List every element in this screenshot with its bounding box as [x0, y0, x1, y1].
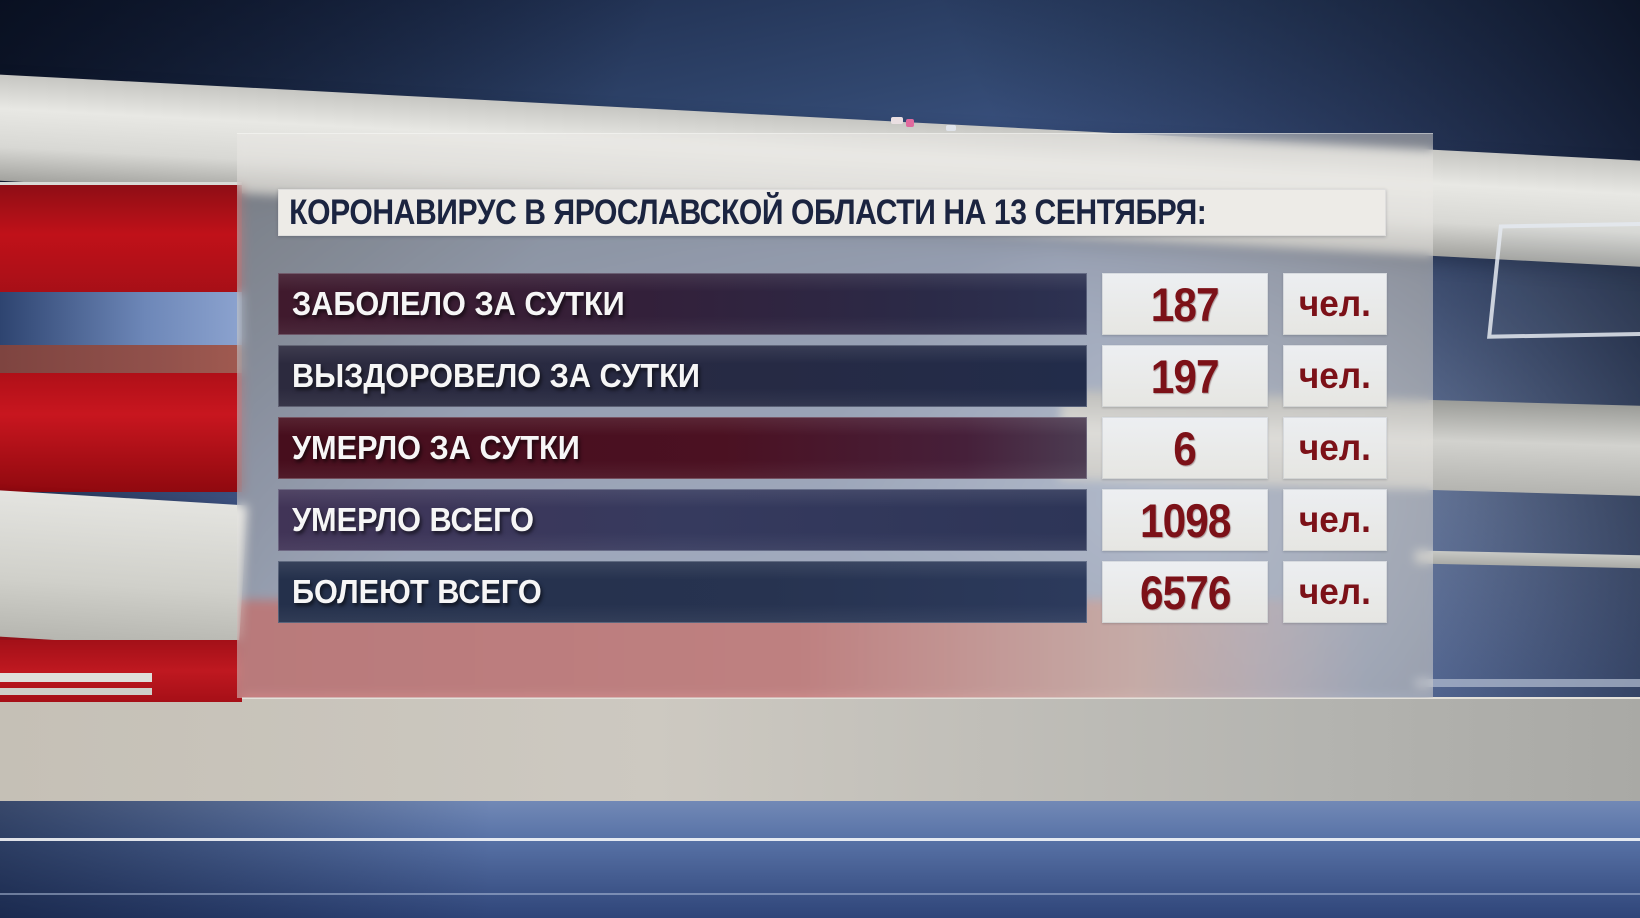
row-unit: чел. — [1298, 283, 1372, 324]
panel-title: КОРОНАВИРУС В ЯРОСЛАВСКОЙ ОБЛАСТИ НА 13 … — [289, 192, 1207, 232]
bg-faint-line — [0, 893, 1640, 895]
row-value-box: 1098 — [1102, 489, 1268, 551]
bg-blue-slab — [0, 292, 242, 345]
row-value: 197 — [1151, 349, 1220, 403]
table-row: БОЛЕЮТ ВСЕГО 6576 чел. — [0, 561, 1640, 623]
row-unit-box: чел. — [1283, 417, 1387, 479]
bg-beige-band — [0, 697, 1640, 803]
row-label-bar: УМЕРЛО ЗА СУТКИ — [278, 417, 1087, 479]
row-label: УМЕРЛО ВСЕГО — [291, 501, 535, 538]
bg-blue-band-bottom — [0, 801, 1640, 918]
row-label-bar: ЗАБОЛЕЛО ЗА СУТКИ — [278, 273, 1087, 335]
row-value: 6576 — [1139, 565, 1231, 619]
row-unit-box: чел. — [1283, 273, 1387, 335]
bg-white-strip — [0, 688, 152, 695]
row-unit: чел. — [1298, 427, 1372, 468]
row-unit-box: чел. — [1283, 345, 1387, 407]
row-value: 1098 — [1139, 493, 1231, 547]
row-value: 6 — [1173, 421, 1198, 475]
bg-speck — [906, 119, 914, 127]
bg-white-strip — [0, 673, 152, 682]
row-value: 187 — [1151, 277, 1220, 331]
table-row: УМЕРЛО ЗА СУТКИ 6 чел. — [0, 417, 1640, 479]
table-row: ВЫЗДОРОВЕЛО ЗА СУТКИ 197 чел. — [0, 345, 1640, 407]
bg-white-line — [0, 838, 1640, 841]
row-value-box: 197 — [1102, 345, 1268, 407]
row-value-box: 6576 — [1102, 561, 1268, 623]
bg-red-slab — [0, 373, 242, 492]
row-label: ЗАБОЛЕЛО ЗА СУТКИ — [291, 285, 625, 322]
row-label-bar: ВЫЗДОРОВЕЛО ЗА СУТКИ — [278, 345, 1087, 407]
row-value-box: 187 — [1102, 273, 1268, 335]
bg-speck — [946, 125, 956, 131]
row-unit-box: чел. — [1283, 489, 1387, 551]
row-label: ВЫЗДОРОВЕЛО ЗА СУТКИ — [291, 357, 700, 394]
row-unit: чел. — [1298, 571, 1372, 612]
bg-red-slab — [0, 182, 242, 295]
row-label-bar: УМЕРЛО ВСЕГО — [278, 489, 1087, 551]
row-unit-box: чел. — [1283, 561, 1387, 623]
bg-ledge-line — [1415, 679, 1640, 687]
bg-rust-slab — [0, 345, 242, 373]
row-label: БОЛЕЮТ ВСЕГО — [291, 573, 542, 610]
panel-title-bar: КОРОНАВИРУС В ЯРОСЛАВСКОЙ ОБЛАСТИ НА 13 … — [278, 189, 1386, 236]
table-row: УМЕРЛО ВСЕГО 1098 чел. — [0, 489, 1640, 551]
row-label-bar: БОЛЕЮТ ВСЕГО — [278, 561, 1087, 623]
row-label: УМЕРЛО ЗА СУТКИ — [291, 429, 580, 466]
bg-speck — [891, 117, 903, 124]
row-value-box: 6 — [1102, 417, 1268, 479]
row-unit: чел. — [1298, 355, 1372, 396]
table-row: ЗАБОЛЕЛО ЗА СУТКИ 187 чел. — [0, 273, 1640, 335]
row-unit: чел. — [1298, 499, 1372, 540]
